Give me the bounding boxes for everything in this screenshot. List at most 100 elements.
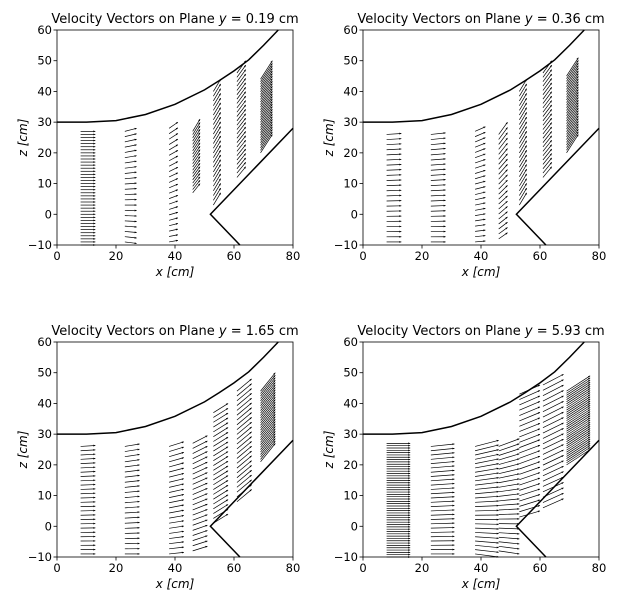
vector-arrowhead — [452, 509, 455, 511]
vector-arrowhead — [576, 102, 579, 105]
velocity-vector — [80, 453, 96, 456]
vector-arrowhead — [270, 109, 273, 112]
vector-arrowhead — [399, 142, 402, 145]
velocity-vector — [260, 98, 273, 118]
vector-arrowhead — [137, 474, 140, 477]
velocity-vector — [213, 145, 222, 158]
vector-arrowhead — [205, 446, 208, 448]
velocity-vector — [566, 392, 591, 409]
vector-arrowhead — [273, 375, 276, 378]
vector-arrowhead — [198, 173, 201, 176]
velocity-vector — [260, 129, 273, 148]
velocity-vector — [566, 383, 591, 400]
velocity-vector — [430, 443, 455, 447]
velocity-vector — [542, 390, 564, 402]
vector-arrowhead — [270, 103, 273, 107]
velocity-vector — [236, 421, 252, 435]
vector-arrowhead — [452, 443, 455, 446]
vector-arrowhead — [452, 500, 455, 503]
vector-arrowhead — [175, 223, 178, 225]
vector-arrowhead — [93, 139, 96, 142]
velocity-vector — [475, 553, 499, 558]
vector-arrowhead — [249, 489, 252, 492]
velocity-vector — [260, 96, 273, 115]
vector-arrowhead — [205, 545, 208, 548]
velocity-vector — [124, 475, 140, 478]
vector-arrowhead — [137, 511, 140, 514]
velocity-vector — [430, 496, 455, 499]
velocity-vector — [169, 509, 184, 514]
velocity-vector — [236, 135, 247, 148]
vector-arrowhead — [496, 541, 499, 544]
vector-arrowhead — [408, 509, 411, 512]
vector-arrowhead — [483, 213, 486, 216]
velocity-vector — [260, 108, 273, 128]
velocity-vector — [124, 127, 137, 132]
velocity-vector — [566, 99, 579, 119]
vector-arrowhead — [175, 150, 178, 153]
velocity-vector — [213, 460, 229, 471]
vector-arrowhead — [537, 412, 540, 415]
y-axis-label: z [cm] — [322, 118, 336, 157]
vector-arrowhead — [483, 159, 486, 161]
y-tick-label: 10 — [37, 489, 52, 503]
vector-arrowhead — [270, 98, 273, 102]
vector-arrowhead — [452, 452, 455, 454]
vector-arrowhead — [587, 392, 591, 395]
velocity-vector — [519, 428, 541, 438]
vector-arrowhead — [270, 83, 273, 86]
vector-arrowhead — [198, 122, 201, 125]
velocity-vector — [542, 411, 564, 423]
vector-arrowhead — [505, 201, 508, 204]
vector-arrowhead — [93, 444, 96, 447]
vector-arrowhead — [137, 521, 140, 524]
y-tick-label: 40 — [343, 84, 358, 98]
velocity-vector — [192, 466, 208, 475]
velocity-vector — [260, 111, 273, 131]
vector-arrowhead — [93, 526, 96, 529]
x-tick-label: 60 — [533, 249, 548, 263]
velocity-vector — [542, 126, 553, 139]
velocity-vector — [498, 483, 520, 488]
vector-arrowhead — [137, 516, 140, 519]
vector-arrowhead — [137, 495, 140, 498]
vector-arrowhead — [205, 456, 208, 459]
velocity-vector — [169, 504, 184, 509]
vector-arrowhead — [408, 549, 411, 551]
vector-arrowhead — [537, 505, 540, 507]
vector-arrowhead — [549, 109, 552, 112]
velocity-vector — [260, 372, 276, 392]
vector-arrowhead — [537, 406, 540, 409]
vector-arrowhead — [93, 237, 96, 240]
velocity-vector — [498, 508, 520, 511]
velocity-vector — [430, 465, 455, 469]
vector-arrowhead — [270, 134, 273, 137]
vector-arrowhead — [483, 153, 486, 156]
vector-arrowhead — [483, 142, 486, 145]
lower-wall — [209, 439, 294, 558]
velocity-vector — [430, 509, 455, 512]
vector-arrowhead — [483, 218, 486, 221]
velocity-vector — [236, 412, 252, 426]
vector-arrowhead — [496, 495, 499, 498]
vector-arrowhead — [452, 487, 455, 490]
velocity-vector — [519, 450, 541, 459]
vector-arrowhead — [587, 426, 591, 429]
vector-arrowhead — [93, 173, 96, 176]
vector-arrowhead — [225, 437, 229, 439]
vector-arrowhead — [517, 468, 520, 471]
vector-arrowhead — [483, 132, 486, 134]
velocity-vector — [519, 406, 541, 416]
vector-arrowhead — [225, 499, 229, 502]
vector-arrowhead — [524, 140, 527, 143]
velocity-vector — [260, 88, 273, 108]
velocity-vector — [260, 93, 273, 113]
velocity-vector — [566, 118, 579, 138]
x-tick-label: 80 — [286, 249, 301, 263]
velocity-vector — [566, 97, 579, 116]
y-tick-label: 60 — [343, 335, 358, 349]
velocity-vector — [566, 411, 591, 428]
velocity-vector — [80, 471, 96, 473]
velocity-vector — [192, 135, 201, 148]
velocity-vector — [80, 449, 96, 452]
